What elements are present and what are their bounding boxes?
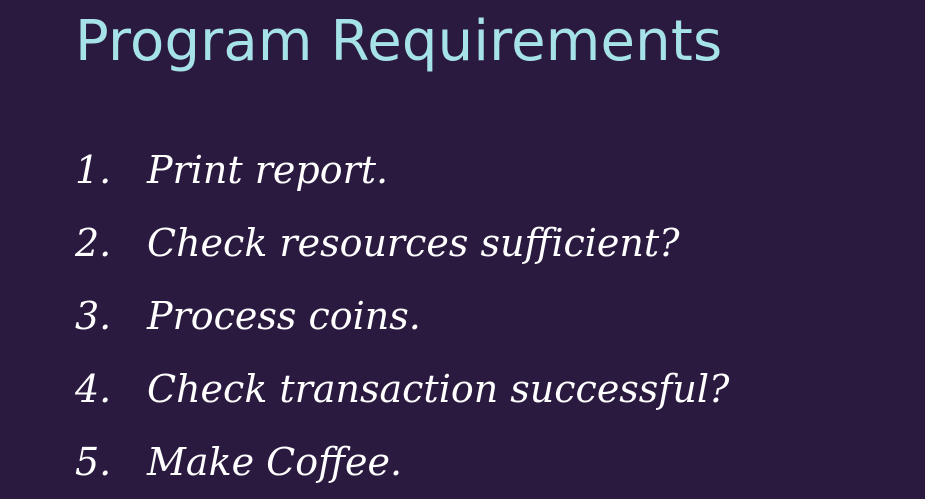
list-item: 5. Make Coffee. xyxy=(75,425,729,498)
item-number: 4. xyxy=(75,366,112,411)
item-text: Check resources sufficient? xyxy=(147,220,680,265)
list-item: 1. Print report. xyxy=(75,133,729,206)
item-text: Print report. xyxy=(147,147,389,192)
item-number: 5. xyxy=(75,439,112,484)
list-item: 3. Process coins. xyxy=(75,279,729,352)
item-text: Process coins. xyxy=(147,293,421,338)
item-number: 2. xyxy=(75,220,112,265)
list-item: 4. Check transaction successful? xyxy=(75,352,729,425)
item-text: Make Coffee. xyxy=(147,439,403,484)
item-number: 1. xyxy=(75,147,112,192)
requirements-list: 1. Print report. 2. Check resources suff… xyxy=(75,133,729,498)
item-number: 3. xyxy=(75,293,112,338)
slide-title: Program Requirements xyxy=(75,9,723,74)
list-item: 2. Check resources sufficient? xyxy=(75,206,729,279)
item-text: Check transaction successful? xyxy=(147,366,730,411)
